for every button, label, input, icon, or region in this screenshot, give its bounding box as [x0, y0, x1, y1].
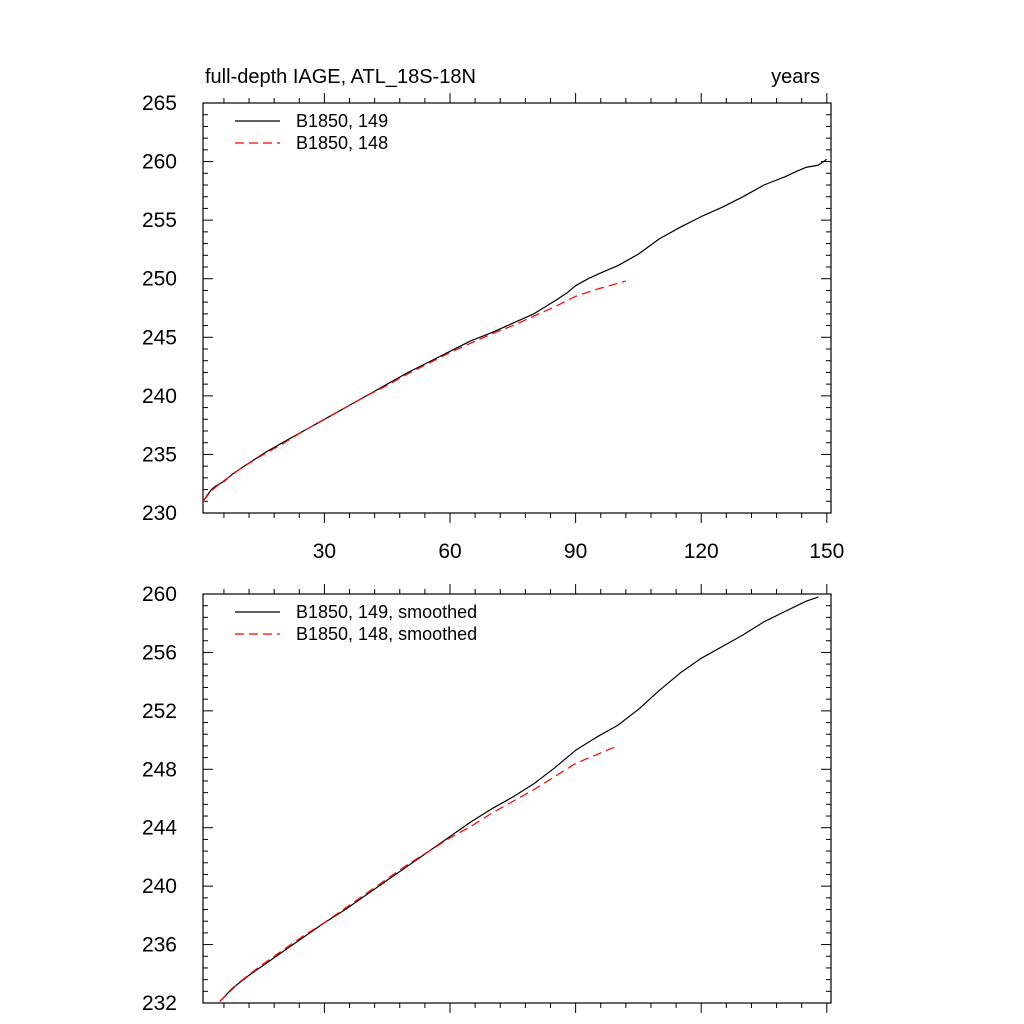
- y-tick-label: 248: [142, 758, 177, 781]
- x-tick-label: 60: [438, 540, 461, 563]
- y-tick-label: 232: [142, 992, 177, 1015]
- x-tick-label: 90: [564, 540, 587, 563]
- y-tick-label: 235: [142, 443, 177, 466]
- y-tick-label: 240: [142, 875, 177, 898]
- y-tick-label: 252: [142, 700, 177, 723]
- plot-frame: [202, 593, 832, 1004]
- legend-label: B1850, 148: [296, 133, 388, 153]
- legend-label: B1850, 148, smoothed: [296, 624, 477, 644]
- y-tick-label: 260: [142, 583, 177, 606]
- y-tick-label: 260: [142, 151, 177, 174]
- plot-frame: [202, 102, 832, 514]
- x-tick-label: 30: [313, 540, 336, 563]
- y-tick-label: 236: [142, 934, 177, 957]
- y-tick-label: 255: [142, 209, 177, 232]
- legend-label: B1850, 149, smoothed: [296, 602, 477, 622]
- chart-panel-2: 232 236 240 244 248 252 256 260 B1850, 149, smoo…: [142, 583, 832, 1015]
- y-tick-label: 240: [142, 385, 177, 408]
- series-line-2: [202, 280, 627, 502]
- chart-panels: 230 235 240 245 250 255 260 265 30 60 90 120 150 B185…: [142, 92, 844, 1015]
- x-tick-label: 120: [684, 540, 719, 563]
- x-tick-label: 150: [809, 540, 844, 563]
- series-line-1: [219, 596, 819, 1002]
- y-tick-label: 250: [142, 268, 177, 291]
- series-line-1: [202, 158, 828, 502]
- y-tick-label: 265: [142, 92, 177, 115]
- y-tick-label: 245: [142, 326, 177, 349]
- y-tick-label: 244: [142, 817, 177, 840]
- series-line-2: [219, 745, 618, 1002]
- chart-panel-1: 230 235 240 245 250 255 260 265 30 60 90 120 150 B185…: [142, 92, 844, 563]
- y-tick-label: 256: [142, 641, 177, 664]
- legend-label: B1850, 149: [296, 111, 388, 131]
- chart-title-left: full-depth IAGE, ATL_18S-18N: [205, 66, 476, 88]
- chart-title-right: years: [771, 66, 820, 88]
- y-tick-label: 230: [142, 502, 177, 525]
